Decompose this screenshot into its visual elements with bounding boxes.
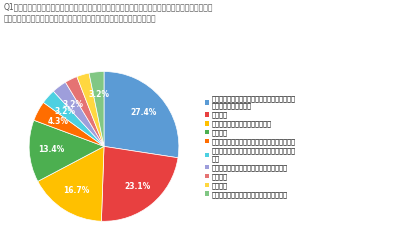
Text: Q1：これまで、金融機関への問い合わせや取引を行おうとした際に、電話リレーサービスが利用で
きないことにより、支障が出たところを教えてください。（複数選択可）: Q1：これまで、金融機関への問い合わせや取引を行おうとした際に、電話リレーサービ… [4, 2, 214, 23]
Wedge shape [53, 82, 104, 146]
Text: 3.2%: 3.2% [62, 100, 83, 109]
Wedge shape [77, 73, 104, 146]
Wedge shape [66, 77, 104, 146]
Legend: 貸金業者（信販会社（クレジットカード）、住
宅金融専門会社など）, 都市銀行, 保険会社（生命保険、損害保険）, 地方銀行, 中小企業金融機関（信用金庫、信用組: 貸金業者（信販会社（クレジットカード）、住 宅金融専門会社など）, 都市銀行, … [205, 95, 295, 198]
Text: 3.2%: 3.2% [54, 107, 75, 116]
Wedge shape [38, 146, 104, 221]
Wedge shape [104, 72, 179, 158]
Text: 16.7%: 16.7% [63, 186, 89, 195]
Wedge shape [89, 72, 104, 146]
Wedge shape [34, 102, 104, 146]
Wedge shape [43, 91, 104, 146]
Wedge shape [29, 120, 104, 181]
Text: 27.4%: 27.4% [130, 108, 157, 117]
Text: 4.3%: 4.3% [47, 117, 68, 126]
Text: 13.4%: 13.4% [38, 145, 65, 154]
Text: 3.2%: 3.2% [88, 90, 109, 99]
Wedge shape [102, 146, 178, 221]
Text: 23.1%: 23.1% [124, 182, 150, 191]
